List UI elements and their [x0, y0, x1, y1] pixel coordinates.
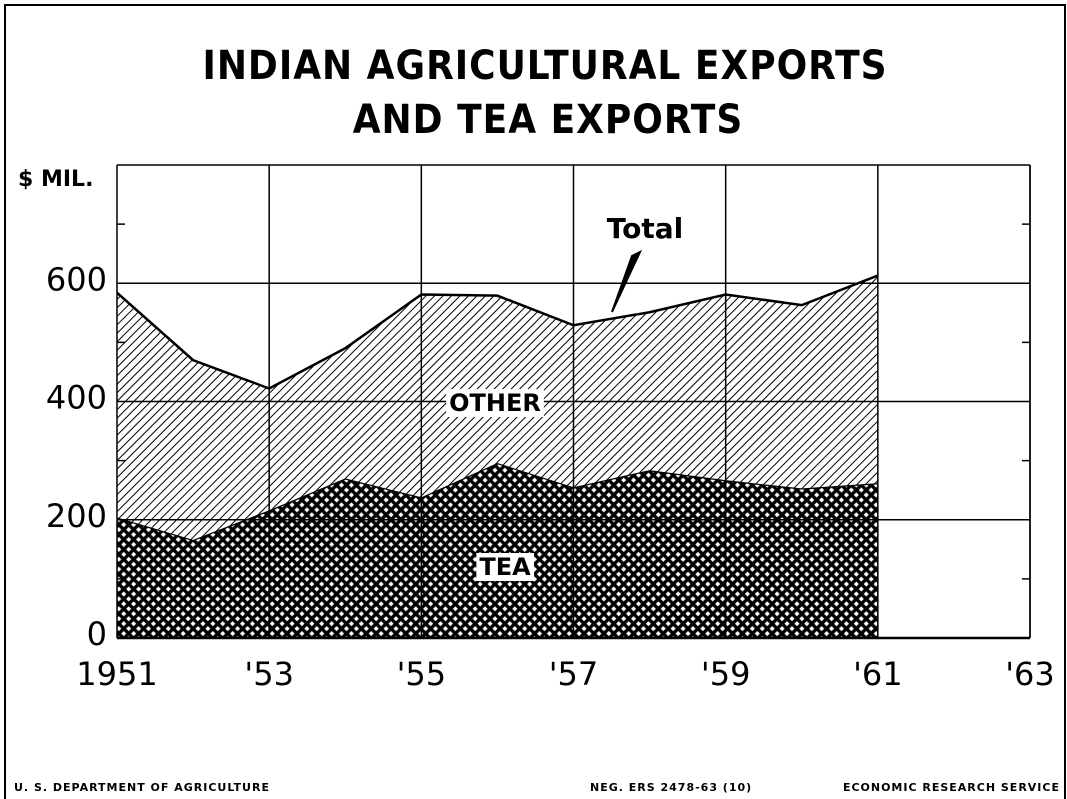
y-tick-label: 600 — [46, 260, 107, 298]
y-axis-label: $ MIL. — [18, 167, 93, 192]
chart-title: INDIAN AGRICULTURAL EXPORTS — [202, 43, 887, 89]
label-bg — [476, 553, 535, 581]
area-label: TEA — [479, 553, 531, 581]
x-tick-label: '59 — [701, 655, 751, 693]
x-tick-label: 1951 — [76, 655, 157, 693]
y-tick-label: 400 — [46, 379, 107, 417]
annotation-pointer — [611, 249, 643, 313]
frame — [4, 4, 1066, 799]
area-label: OTHER — [449, 389, 541, 417]
x-tick-label: '63 — [1005, 655, 1055, 693]
footer: ECONOMIC RESEARCH SERVICE — [843, 781, 1060, 794]
area-line — [116, 274, 879, 390]
x-tick-label: '57 — [549, 655, 599, 693]
x-tick-label: '53 — [244, 655, 294, 693]
label-bg — [446, 389, 544, 417]
footer: U. S. DEPARTMENT OF AGRICULTURE — [14, 781, 270, 794]
x-tick-label: '55 — [397, 655, 447, 693]
footer: NEG. ERS 2478-63 (10) — [590, 781, 752, 794]
y-tick-label: 0 — [87, 615, 107, 653]
area — [117, 462, 878, 638]
y-tick-label: 200 — [46, 497, 107, 535]
chart-title: AND TEA EXPORTS — [353, 97, 744, 143]
annotation: Total — [607, 212, 684, 245]
x-tick-label: '61 — [853, 655, 903, 693]
